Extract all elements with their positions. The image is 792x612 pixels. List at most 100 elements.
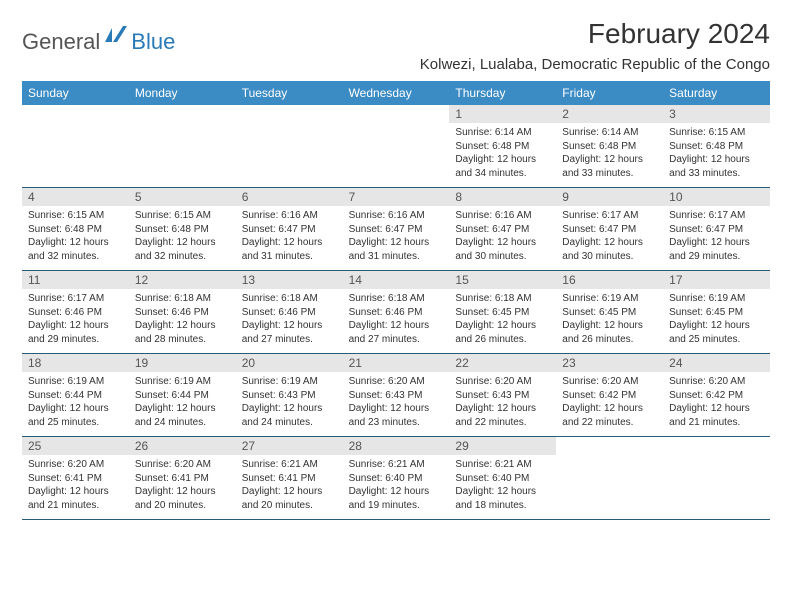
day-sr: Sunrise: 6:14 AM <box>455 126 550 140</box>
day-details: Sunrise: 6:21 AMSunset: 6:40 PMDaylight:… <box>343 455 450 518</box>
day-details: Sunrise: 6:14 AMSunset: 6:48 PMDaylight:… <box>556 123 663 186</box>
month-title: February 2024 <box>420 18 770 50</box>
day-d2: and 26 minutes. <box>455 333 550 347</box>
day-d1: Daylight: 12 hours <box>669 319 764 333</box>
day-number: 14 <box>343 271 450 289</box>
day-number: 17 <box>663 271 770 289</box>
day-number: 22 <box>449 354 556 372</box>
day-ss: Sunset: 6:40 PM <box>455 472 550 486</box>
day-d1: Daylight: 12 hours <box>349 485 444 499</box>
week-row: 25Sunrise: 6:20 AMSunset: 6:41 PMDayligh… <box>22 437 770 520</box>
day-d2: and 27 minutes. <box>242 333 337 347</box>
weeks-container: ....1Sunrise: 6:14 AMSunset: 6:48 PMDayl… <box>22 105 770 520</box>
weekday-header: Tuesday <box>236 81 343 105</box>
day-details: Sunrise: 6:20 AMSunset: 6:43 PMDaylight:… <box>343 372 450 435</box>
day-sr: Sunrise: 6:15 AM <box>669 126 764 140</box>
day-details: Sunrise: 6:19 AMSunset: 6:45 PMDaylight:… <box>663 289 770 352</box>
day-details: Sunrise: 6:14 AMSunset: 6:48 PMDaylight:… <box>449 123 556 186</box>
day-d2: and 25 minutes. <box>669 333 764 347</box>
day-number: 10 <box>663 188 770 206</box>
day-d1: Daylight: 12 hours <box>562 153 657 167</box>
day-number: 28 <box>343 437 450 455</box>
day-ss: Sunset: 6:46 PM <box>135 306 230 320</box>
day-details: Sunrise: 6:19 AMSunset: 6:44 PMDaylight:… <box>129 372 236 435</box>
day-d2: and 25 minutes. <box>28 416 123 430</box>
day-details: Sunrise: 6:18 AMSunset: 6:46 PMDaylight:… <box>129 289 236 352</box>
day-d1: Daylight: 12 hours <box>562 319 657 333</box>
day-details: Sunrise: 6:20 AMSunset: 6:42 PMDaylight:… <box>556 372 663 435</box>
day-cell: 16Sunrise: 6:19 AMSunset: 6:45 PMDayligh… <box>556 271 663 353</box>
day-d1: Daylight: 12 hours <box>242 485 337 499</box>
day-sr: Sunrise: 6:18 AM <box>349 292 444 306</box>
day-sr: Sunrise: 6:20 AM <box>349 375 444 389</box>
day-cell: 11Sunrise: 6:17 AMSunset: 6:46 PMDayligh… <box>22 271 129 353</box>
day-details: Sunrise: 6:20 AMSunset: 6:41 PMDaylight:… <box>22 455 129 518</box>
day-d1: Daylight: 12 hours <box>349 236 444 250</box>
day-sr: Sunrise: 6:21 AM <box>242 458 337 472</box>
day-ss: Sunset: 6:48 PM <box>562 140 657 154</box>
day-ss: Sunset: 6:46 PM <box>242 306 337 320</box>
day-cell: 20Sunrise: 6:19 AMSunset: 6:43 PMDayligh… <box>236 354 343 436</box>
day-sr: Sunrise: 6:19 AM <box>135 375 230 389</box>
day-d2: and 33 minutes. <box>562 167 657 181</box>
day-ss: Sunset: 6:45 PM <box>455 306 550 320</box>
day-details: Sunrise: 6:17 AMSunset: 6:46 PMDaylight:… <box>22 289 129 352</box>
day-number: 19 <box>129 354 236 372</box>
day-details: Sunrise: 6:19 AMSunset: 6:43 PMDaylight:… <box>236 372 343 435</box>
day-d1: Daylight: 12 hours <box>242 402 337 416</box>
day-d2: and 22 minutes. <box>455 416 550 430</box>
day-d2: and 21 minutes. <box>669 416 764 430</box>
day-cell: 3Sunrise: 6:15 AMSunset: 6:48 PMDaylight… <box>663 105 770 187</box>
day-d2: and 31 minutes. <box>349 250 444 264</box>
day-cell: 28Sunrise: 6:21 AMSunset: 6:40 PMDayligh… <box>343 437 450 519</box>
day-cell: 15Sunrise: 6:18 AMSunset: 6:45 PMDayligh… <box>449 271 556 353</box>
day-d1: Daylight: 12 hours <box>135 236 230 250</box>
day-cell: 2Sunrise: 6:14 AMSunset: 6:48 PMDaylight… <box>556 105 663 187</box>
day-d1: Daylight: 12 hours <box>562 236 657 250</box>
day-d2: and 34 minutes. <box>455 167 550 181</box>
day-d2: and 21 minutes. <box>28 499 123 513</box>
day-number: 13 <box>236 271 343 289</box>
day-d1: Daylight: 12 hours <box>349 402 444 416</box>
day-cell: 21Sunrise: 6:20 AMSunset: 6:43 PMDayligh… <box>343 354 450 436</box>
day-ss: Sunset: 6:42 PM <box>562 389 657 403</box>
weekday-header: Wednesday <box>343 81 450 105</box>
day-cell: 10Sunrise: 6:17 AMSunset: 6:47 PMDayligh… <box>663 188 770 270</box>
week-row: 18Sunrise: 6:19 AMSunset: 6:44 PMDayligh… <box>22 354 770 437</box>
day-cell: 12Sunrise: 6:18 AMSunset: 6:46 PMDayligh… <box>129 271 236 353</box>
day-d1: Daylight: 12 hours <box>28 402 123 416</box>
day-sr: Sunrise: 6:19 AM <box>28 375 123 389</box>
day-cell: 14Sunrise: 6:18 AMSunset: 6:46 PMDayligh… <box>343 271 450 353</box>
day-d2: and 27 minutes. <box>349 333 444 347</box>
day-number: 5 <box>129 188 236 206</box>
day-details: Sunrise: 6:17 AMSunset: 6:47 PMDaylight:… <box>556 206 663 269</box>
day-d2: and 20 minutes. <box>242 499 337 513</box>
day-d2: and 22 minutes. <box>562 416 657 430</box>
day-d1: Daylight: 12 hours <box>669 236 764 250</box>
day-d1: Daylight: 12 hours <box>455 153 550 167</box>
day-d1: Daylight: 12 hours <box>135 319 230 333</box>
weekday-header-row: SundayMondayTuesdayWednesdayThursdayFrid… <box>22 81 770 105</box>
day-number: 21 <box>343 354 450 372</box>
day-d2: and 19 minutes. <box>349 499 444 513</box>
day-number: 18 <box>22 354 129 372</box>
day-sr: Sunrise: 6:19 AM <box>242 375 337 389</box>
day-ss: Sunset: 6:41 PM <box>135 472 230 486</box>
day-d2: and 30 minutes. <box>562 250 657 264</box>
day-cell: 19Sunrise: 6:19 AMSunset: 6:44 PMDayligh… <box>129 354 236 436</box>
logo-flag-icon <box>105 26 127 47</box>
day-details: Sunrise: 6:17 AMSunset: 6:47 PMDaylight:… <box>663 206 770 269</box>
day-ss: Sunset: 6:46 PM <box>349 306 444 320</box>
day-d1: Daylight: 12 hours <box>455 319 550 333</box>
logo-text-blue: Blue <box>131 29 175 55</box>
day-details: Sunrise: 6:18 AMSunset: 6:46 PMDaylight:… <box>236 289 343 352</box>
day-sr: Sunrise: 6:15 AM <box>135 209 230 223</box>
day-sr: Sunrise: 6:17 AM <box>562 209 657 223</box>
day-number: 1 <box>449 105 556 123</box>
day-cell: 26Sunrise: 6:20 AMSunset: 6:41 PMDayligh… <box>129 437 236 519</box>
day-cell: . <box>22 105 129 187</box>
day-d1: Daylight: 12 hours <box>669 402 764 416</box>
day-d2: and 32 minutes. <box>28 250 123 264</box>
day-d1: Daylight: 12 hours <box>28 236 123 250</box>
day-sr: Sunrise: 6:18 AM <box>242 292 337 306</box>
